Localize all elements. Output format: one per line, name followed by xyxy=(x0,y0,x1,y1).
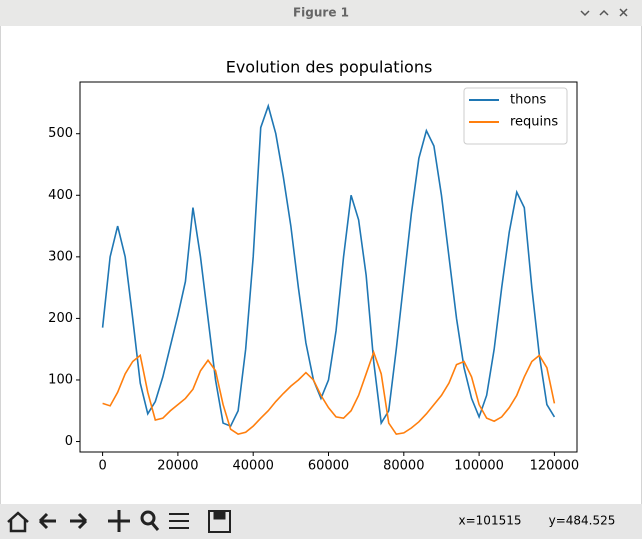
line-series xyxy=(102,349,556,436)
title-bar xyxy=(0,0,642,26)
window-controls[interactable] xyxy=(580,8,628,17)
y-tick-label: 100 xyxy=(48,372,73,387)
pan-button[interactable] xyxy=(108,510,130,532)
zoom-button[interactable] xyxy=(140,510,156,526)
axes-frame xyxy=(79,81,578,453)
x-tick-label: 120000 xyxy=(530,459,580,474)
toolbar xyxy=(0,504,642,539)
window-title: Figure 1 xyxy=(293,6,349,20)
x-tick-label: 0 xyxy=(98,459,106,474)
forward-button[interactable] xyxy=(70,512,88,530)
save-icon-detail xyxy=(213,511,226,520)
chart-title: Evolution des populations xyxy=(226,58,433,77)
y-tick-label: 300 xyxy=(48,249,73,264)
status-x: x=101515 xyxy=(459,514,522,528)
home-button[interactable] xyxy=(7,511,29,533)
legend-label: thons xyxy=(510,93,547,108)
y-tick-label: 400 xyxy=(48,188,73,203)
legend-box xyxy=(463,87,568,145)
zoom-handle xyxy=(150,522,160,531)
x-tick-label: 60000 xyxy=(308,459,349,474)
toolbar-icons[interactable] xyxy=(7,510,231,533)
x-tick-label: 100000 xyxy=(454,459,504,474)
legend-label: requins xyxy=(510,115,558,130)
x-tick-label: 80000 xyxy=(383,459,424,474)
save-button[interactable] xyxy=(208,510,231,533)
y-tick-label: 200 xyxy=(48,311,73,326)
status-y: y=484.525 xyxy=(549,514,616,528)
line-series xyxy=(101,103,556,428)
y-tick-label: 0 xyxy=(65,434,73,449)
back-button[interactable] xyxy=(38,512,56,530)
x-tick-label: 20000 xyxy=(157,459,198,474)
x-tick-label: 40000 xyxy=(233,459,274,474)
configure-button[interactable] xyxy=(169,513,189,529)
y-tick-label: 500 xyxy=(48,126,73,141)
